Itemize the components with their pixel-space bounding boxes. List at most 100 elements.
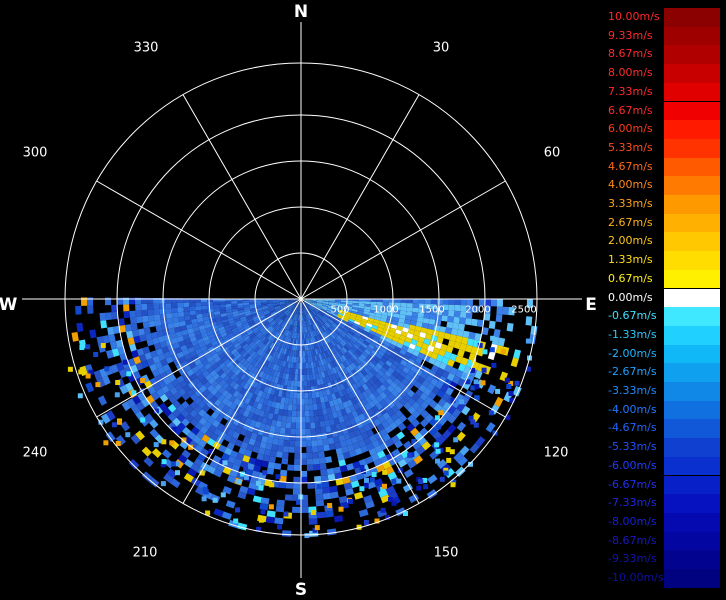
velocity-cell <box>384 370 392 378</box>
velocity-cell <box>223 337 231 344</box>
velocity-cell <box>155 325 163 332</box>
velocity-cell <box>391 370 400 378</box>
angle-label-330: 330 <box>133 40 159 56</box>
velocity-cell <box>297 332 300 339</box>
velocity-cell <box>258 397 265 405</box>
velocity-cell <box>390 340 398 347</box>
legend-item: 10.00m/s <box>606 8 726 27</box>
velocity-cell <box>179 320 186 327</box>
velocity-cell <box>269 356 275 363</box>
velocity-cell <box>282 322 287 329</box>
velocity-cell <box>308 518 318 525</box>
velocity-cell <box>408 493 420 504</box>
velocity-cell <box>474 370 483 380</box>
velocity-cell <box>265 313 271 318</box>
velocity-cell <box>265 443 273 451</box>
velocity-cell <box>311 324 315 331</box>
velocity-cell <box>224 327 232 333</box>
velocity-cell <box>139 334 147 342</box>
velocity-cell <box>368 447 377 457</box>
velocity-cell <box>322 358 327 365</box>
legend-swatch <box>664 569 720 588</box>
velocity-cell <box>305 416 311 423</box>
velocity-cell <box>335 351 342 358</box>
legend-item: 0.00m/s <box>606 288 726 308</box>
velocity-cell <box>456 402 466 412</box>
velocity-cell <box>287 343 291 350</box>
velocity-cell <box>453 316 460 324</box>
velocity-cell <box>322 303 329 306</box>
velocity-cell <box>325 321 331 327</box>
velocity-cell <box>391 448 401 458</box>
velocity-cell <box>293 476 301 483</box>
velocity-cell <box>376 299 383 303</box>
velocity-cell <box>372 365 380 373</box>
velocity-cell <box>305 428 311 435</box>
velocity-cell <box>508 380 514 386</box>
velocity-cell <box>358 413 366 421</box>
velocity-cell <box>258 485 264 491</box>
velocity-cell <box>287 349 291 356</box>
velocity-cell <box>264 405 271 413</box>
velocity-cell <box>345 343 352 350</box>
velocity-cell <box>312 527 318 533</box>
velocity-cell <box>105 312 113 321</box>
velocity-cell <box>100 320 108 329</box>
velocity-cell <box>281 306 287 310</box>
velocity-cell <box>441 392 451 402</box>
velocity-cell <box>356 364 364 372</box>
velocity-cell <box>303 308 306 315</box>
velocity-cell <box>470 367 476 373</box>
velocity-cell <box>226 377 234 385</box>
velocity-cell <box>289 350 293 357</box>
velocity-cell <box>300 416 306 423</box>
velocity-cell <box>231 303 238 307</box>
velocity-cell <box>298 345 301 351</box>
velocity-cell <box>157 353 166 362</box>
velocity-cell <box>245 430 253 439</box>
velocity-cell <box>358 426 367 435</box>
velocity-cell <box>232 310 239 315</box>
velocity-cell <box>242 359 249 367</box>
velocity-cell <box>256 402 263 410</box>
velocity-cell <box>214 314 221 319</box>
velocity-cell <box>281 347 286 355</box>
velocity-cell <box>339 465 348 473</box>
velocity-cell <box>272 330 278 337</box>
velocity-cell <box>338 356 345 363</box>
velocity-cell <box>179 440 189 450</box>
velocity-cell <box>165 368 174 377</box>
velocity-cell <box>229 402 238 411</box>
velocity-cell <box>267 334 273 341</box>
velocity-cell <box>301 309 303 315</box>
velocity-cell <box>296 344 300 351</box>
velocity-cell <box>428 357 436 365</box>
velocity-cell <box>333 352 339 360</box>
velocity-cell <box>225 500 236 509</box>
velocity-cell <box>475 436 486 447</box>
velocity-cell <box>169 386 178 396</box>
velocity-cell <box>123 304 130 312</box>
velocity-cell <box>267 374 273 382</box>
velocity-cell <box>363 327 371 333</box>
velocity-cell <box>399 334 407 341</box>
velocity-cell <box>192 326 200 333</box>
velocity-cell <box>236 385 243 393</box>
velocity-cell <box>168 395 177 404</box>
velocity-cell <box>161 385 170 394</box>
velocity-cell <box>287 304 293 309</box>
velocity-cell <box>285 310 291 316</box>
velocity-cell <box>298 326 300 333</box>
velocity-cell <box>309 304 315 309</box>
velocity-cell <box>448 304 455 311</box>
velocity-cell <box>375 402 384 411</box>
velocity-cell <box>89 329 97 339</box>
velocity-cell <box>391 320 399 326</box>
velocity-cell <box>316 403 322 410</box>
velocity-cell <box>315 493 324 501</box>
velocity-cell <box>262 470 268 476</box>
velocity-cell <box>222 375 231 383</box>
velocity-cell <box>409 324 416 331</box>
velocity-cell <box>316 301 323 304</box>
velocity-cell <box>305 422 311 429</box>
